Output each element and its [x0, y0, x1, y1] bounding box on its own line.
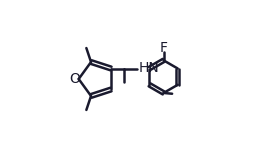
Text: O: O — [69, 72, 80, 86]
Text: F: F — [160, 41, 168, 55]
Text: HN: HN — [138, 61, 159, 75]
